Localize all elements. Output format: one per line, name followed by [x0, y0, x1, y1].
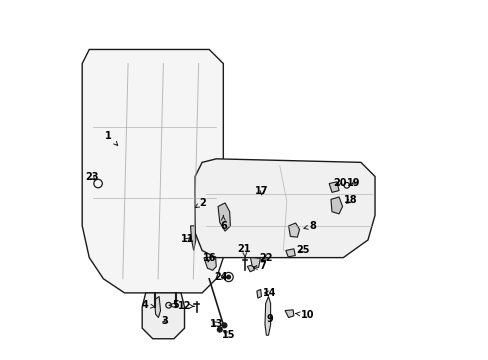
- Polygon shape: [264, 296, 270, 335]
- Polygon shape: [154, 296, 160, 318]
- Text: 6: 6: [220, 215, 226, 231]
- Polygon shape: [250, 258, 260, 267]
- Polygon shape: [142, 293, 184, 339]
- Text: 14: 14: [262, 288, 275, 298]
- Polygon shape: [285, 249, 295, 257]
- Text: 7: 7: [253, 261, 265, 271]
- Polygon shape: [285, 310, 293, 318]
- Text: 25: 25: [295, 245, 309, 255]
- Text: 9: 9: [266, 314, 273, 324]
- Text: 15: 15: [222, 329, 235, 339]
- Circle shape: [217, 327, 222, 332]
- Polygon shape: [247, 265, 254, 272]
- Text: 2: 2: [195, 198, 205, 208]
- Polygon shape: [288, 223, 299, 237]
- Polygon shape: [218, 203, 230, 231]
- Polygon shape: [195, 159, 374, 258]
- Polygon shape: [330, 197, 342, 214]
- Text: 23: 23: [85, 172, 99, 182]
- Text: 19: 19: [346, 178, 360, 188]
- Text: 12: 12: [178, 301, 194, 311]
- Text: 13: 13: [209, 319, 223, 329]
- Text: 11: 11: [181, 234, 194, 244]
- Polygon shape: [328, 182, 338, 192]
- Text: 10: 10: [295, 310, 314, 320]
- Text: 8: 8: [303, 221, 316, 231]
- Text: 3: 3: [162, 316, 168, 326]
- Polygon shape: [256, 289, 261, 298]
- Text: 22: 22: [259, 253, 273, 262]
- Text: 18: 18: [343, 195, 356, 206]
- Polygon shape: [82, 49, 223, 293]
- Circle shape: [226, 275, 230, 279]
- Circle shape: [222, 323, 226, 328]
- Text: 17: 17: [255, 186, 268, 195]
- Text: 21: 21: [237, 244, 251, 257]
- Polygon shape: [190, 226, 195, 251]
- Text: 24: 24: [213, 273, 227, 282]
- Polygon shape: [203, 257, 216, 270]
- Text: 5: 5: [169, 300, 179, 310]
- Text: 16: 16: [202, 253, 216, 262]
- Text: 20: 20: [332, 178, 346, 188]
- Text: 4: 4: [142, 300, 154, 310]
- Text: 1: 1: [105, 131, 118, 145]
